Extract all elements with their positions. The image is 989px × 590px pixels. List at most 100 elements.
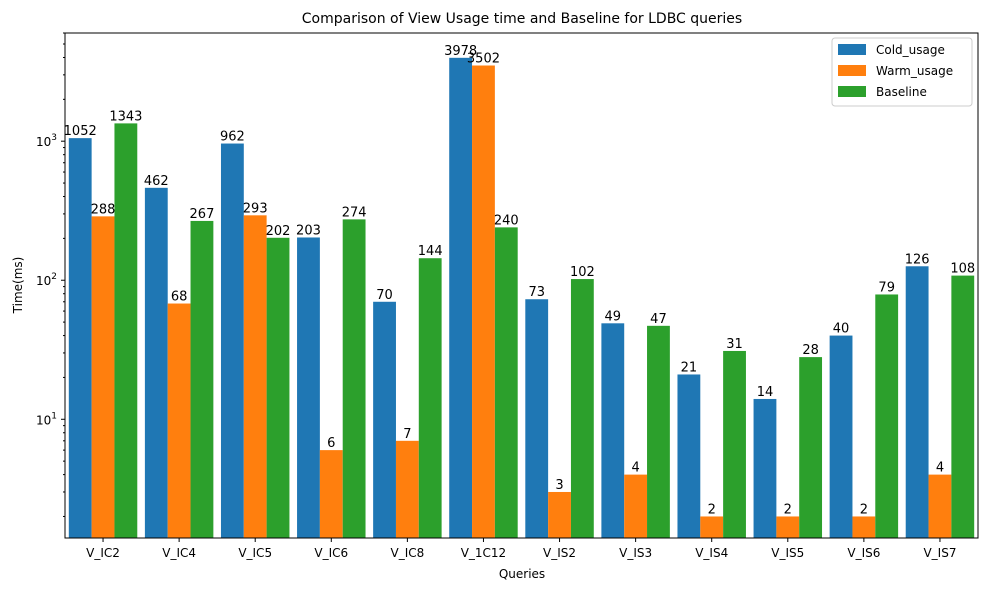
legend-swatch-warm_usage [838,65,866,76]
bar-warm_usage-v_is7 [928,474,952,538]
data-labels-layer: 1052 288 1343 462 68 267 962 293 202 203 6 274 70 7 14… [64,44,976,518]
bar-cold_usage-v_ic8 [373,301,396,538]
bar-baseline-v_is3 [647,325,670,538]
data-label: 68 [171,290,188,305]
x-tick-label: V_IS5 [771,546,804,560]
data-label: 962 [220,130,245,145]
chart-title: Comparison of View Usage time and Baseli… [302,11,742,27]
data-label: 4 [631,461,639,476]
data-label: 2 [708,502,716,517]
bar-baseline-v_is4 [723,350,746,538]
x-tick-label: V_IC2 [86,546,120,560]
data-label: 293 [243,201,268,216]
bar-warm_usage-v_is6 [852,516,876,538]
data-label: 288 [91,202,116,217]
bar-baseline-v_is5 [799,357,823,538]
bar-warm_usage-v_is3 [624,474,648,538]
data-label: 40 [833,322,850,337]
bar-baseline-v_ic8 [418,258,442,538]
x-tick-label: V_IS3 [619,546,652,560]
y-tick-label: 102 [36,272,57,288]
data-label: 1052 [64,124,97,139]
data-label: 73 [528,285,545,300]
bar-cold_usage-v_ic4 [144,187,168,538]
bar-warm_usage-v_1c12 [472,65,495,538]
bar-baseline-v_1c12 [494,227,518,539]
bar-warm_usage-v_is5 [776,516,800,538]
data-label: 144 [418,244,443,259]
bar-baseline-v_ic4 [190,220,214,538]
bar-cold_usage-v_is2 [525,299,549,538]
bar-warm_usage-v_is2 [548,491,571,538]
data-label: 31 [726,337,743,352]
data-label: 21 [681,360,698,375]
data-label: 108 [950,262,975,277]
data-label: 202 [266,224,291,239]
legend-label-cold_usage: Cold_usage [876,43,945,57]
bar-cold_usage-v_is7 [905,266,929,538]
bar-baseline-v_is6 [875,294,899,538]
y-tick-label: 101 [36,411,57,427]
x-axis-label: Queries [499,567,545,581]
bar-baseline-v_ic6 [342,219,366,538]
plot-frame [64,32,979,539]
bar-baseline-v_ic5 [266,237,290,538]
data-label: 2 [784,502,792,517]
bar-cold_usage-v_1c12 [449,57,473,539]
bars-layer [68,57,975,539]
bar-warm_usage-v_ic8 [395,440,419,538]
bar-cold_usage-v_is3 [601,323,625,538]
data-label: 79 [878,280,895,295]
x-tick-label: V_IC4 [162,546,196,560]
x-axis: V_IC2 V_IC4 V_IC5 V_IC6 V_IC8 V_1C12 V_IS2 V_IS… [86,538,956,560]
legend-frame [831,37,973,107]
legend-swatch-baseline [838,86,866,97]
data-label: 14 [757,385,774,400]
bar-warm_usage-v_ic2 [91,216,115,538]
data-label: 3502 [467,52,500,67]
bar-cold_usage-v_ic2 [68,138,92,539]
bar-cold_usage-v_is5 [753,398,777,538]
bar-warm_usage-v_ic5 [243,215,267,538]
data-label: 267 [190,207,215,222]
x-tick-label: V_1C12 [461,546,507,560]
data-label: 102 [570,265,595,280]
y-tick-label: 103 [36,133,57,149]
bar-warm_usage-v_is4 [700,516,724,538]
legend-label-warm_usage: Warm_usage [876,64,953,78]
x-tick-label: V_IS7 [923,546,956,560]
bar-warm_usage-v_ic6 [319,450,343,538]
x-tick-label: V_IC6 [314,546,348,560]
bar-cold_usage-v_is4 [677,374,701,538]
data-label: 6 [327,436,335,451]
data-label: 3 [555,478,563,493]
data-label: 3978 [444,44,477,59]
data-label: 7 [403,427,411,442]
x-tick-label: V_IC8 [390,546,424,560]
bar-cold_usage-v_ic5 [220,143,244,539]
x-tick-label: V_IC5 [238,546,272,560]
x-tick-label: V_IS4 [695,546,728,560]
data-label: 2 [860,502,868,517]
data-label: 462 [144,174,169,189]
bar-baseline-v_is7 [951,275,975,538]
data-label: 1343 [109,109,142,124]
bar-warm_usage-v_ic4 [167,303,191,538]
y-axis: 101 102 103 [36,32,65,517]
legend: Cold_usage Warm_usage Baseline [831,37,973,107]
data-label: 203 [296,223,321,238]
data-label: 49 [605,309,622,324]
data-label: 47 [650,312,667,327]
data-label: 70 [376,288,393,303]
bar-baseline-v_is2 [570,279,594,538]
bar-cold_usage-v_is6 [829,335,853,538]
data-label: 274 [342,205,367,220]
data-label: 4 [936,461,944,476]
data-label: 28 [802,343,819,358]
y-axis-label: Time(ms) [11,257,25,315]
x-tick-label: V_IS2 [543,546,576,560]
x-tick-label: V_IS6 [847,546,880,560]
data-label: 240 [494,213,519,228]
data-label: 126 [905,252,930,267]
